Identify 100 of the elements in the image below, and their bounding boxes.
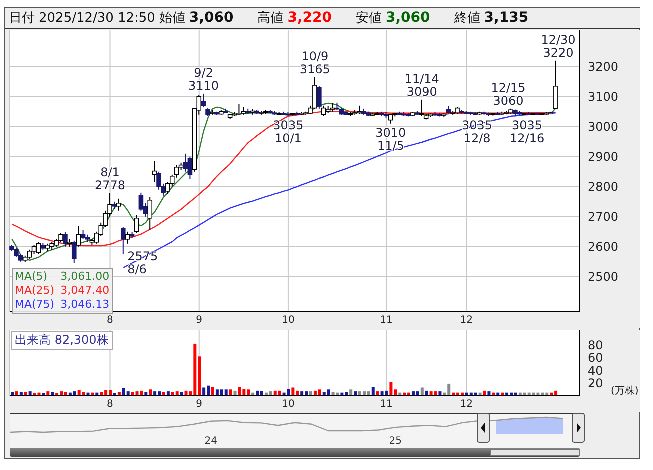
- bar: [126, 392, 130, 396]
- bar: [287, 389, 290, 396]
- text: MA(75): [15, 298, 55, 312]
- bar: [434, 392, 438, 396]
- y-tick-label: 60: [588, 351, 604, 366]
- candlestick: [152, 160, 157, 183]
- candlestick: [236, 104, 242, 116]
- bar: [162, 392, 166, 396]
- annotation: 3010 11/5: [376, 126, 406, 153]
- annotation: 10/9 3165: [300, 49, 330, 76]
- y-tick-label: 2700: [588, 210, 619, 224]
- bar: [224, 390, 228, 396]
- bar: [131, 392, 134, 396]
- candlestick: [148, 196, 153, 231]
- x-tick-label: 9: [196, 315, 203, 326]
- bar: [350, 390, 353, 396]
- bar: [28, 392, 32, 396]
- bar: [15, 392, 18, 396]
- bar: [46, 392, 50, 396]
- annotation: 3,046.13: [60, 298, 110, 312]
- candlestick: [201, 93, 206, 108]
- bar: [202, 388, 206, 396]
- bar: [367, 392, 370, 396]
- bar: [118, 392, 121, 396]
- x-tick-label: 12: [460, 399, 474, 410]
- annotation: 8/1 2778: [94, 166, 126, 192]
- annotation: 3035 10/1: [273, 118, 304, 146]
- y-axis-title: (万株): [611, 384, 639, 398]
- bar: [318, 390, 322, 396]
- x-tick-label: 11: [380, 315, 393, 326]
- series-label: MA(5): [15, 270, 48, 284]
- annotation: 3,047.40: [60, 284, 110, 298]
- bar: [238, 387, 242, 396]
- annotation: 9/2 3110: [188, 66, 220, 93]
- x-tick-label: 10: [282, 399, 295, 410]
- x-tick-label: 11: [380, 399, 393, 410]
- bar: [438, 392, 442, 396]
- y-tick-label: 2500: [588, 270, 619, 284]
- y-tick-label: 2800: [588, 180, 619, 194]
- bar: [269, 392, 272, 396]
- bar: [20, 392, 23, 396]
- bar: [488, 392, 491, 396]
- candlestick: [36, 242, 42, 255]
- bar: [420, 388, 424, 396]
- bar: [154, 392, 157, 396]
- bar: [376, 392, 380, 396]
- candlestick: [116, 198, 122, 212]
- bar: [292, 388, 295, 396]
- y-tick-label: 20: [588, 376, 604, 391]
- candlestick: [76, 226, 82, 248]
- candlestick: [125, 231, 130, 244]
- bar: [390, 382, 393, 396]
- y-tick-label: 2600: [588, 240, 619, 254]
- x-tick-label: 12: [460, 315, 474, 326]
- candlestick: [317, 86, 322, 110]
- candlestick: [120, 226, 126, 255]
- bar: [64, 392, 68, 396]
- x-tick-label: 24: [204, 436, 218, 448]
- annotation: 11/14 3090: [404, 72, 440, 99]
- x-tick-label: 10: [282, 315, 295, 326]
- bar: [24, 392, 28, 396]
- x-tick-label: 8: [107, 399, 114, 410]
- bar: [310, 392, 313, 396]
- bar: [100, 392, 104, 396]
- y-tick-label: 2900: [588, 150, 619, 164]
- bar: [354, 392, 358, 396]
- bar: [82, 392, 86, 396]
- candlestick: [134, 214, 140, 234]
- bar: [300, 392, 304, 396]
- bar: [332, 392, 335, 396]
- bar: [380, 392, 384, 396]
- y-tick-label: 3100: [588, 90, 619, 104]
- text: MA(25): [15, 284, 55, 298]
- annotation: 12/30 3220: [541, 32, 576, 60]
- bar: [11, 392, 14, 396]
- bar: [260, 392, 264, 396]
- chart-title: 出来高 82,300株: [11, 331, 113, 350]
- bar: [166, 392, 170, 396]
- bar: [416, 392, 420, 396]
- y-tick-label: 80: [588, 338, 604, 352]
- candlestick: [188, 156, 193, 180]
- bar: [136, 392, 139, 396]
- candlestick: [419, 99, 424, 117]
- y-tick-label: 3200: [588, 60, 619, 74]
- bar: [372, 387, 375, 396]
- x-tick-label: 9: [196, 399, 203, 410]
- bar: [51, 392, 54, 396]
- candlestick: [72, 240, 77, 264]
- annotation: 3035 12/16: [510, 118, 545, 146]
- x-tick-label: 25: [389, 436, 402, 448]
- annotation: 12/15 3060: [491, 80, 526, 108]
- chart-title: 日付 2025/12/30 12:50 始値 3,060 高値 3,220 安値 3,060 終値 3,135: [9, 10, 529, 26]
- bar: [73, 392, 76, 396]
- bar: [327, 390, 330, 396]
- candlestick: [321, 105, 326, 117]
- bar: [144, 392, 148, 396]
- candlestick: [553, 60, 558, 110]
- bar: [176, 392, 179, 396]
- bar: [149, 390, 152, 396]
- annotation: 3,061.00: [60, 270, 110, 284]
